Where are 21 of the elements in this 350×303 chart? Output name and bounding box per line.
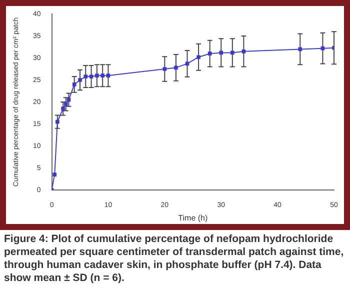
point — [56, 120, 60, 124]
point — [52, 172, 57, 177]
point — [95, 74, 99, 78]
point — [162, 67, 167, 71]
point — [78, 78, 82, 82]
point — [64, 102, 68, 106]
point — [100, 74, 104, 78]
point — [230, 50, 234, 55]
point — [174, 66, 178, 70]
point — [84, 74, 88, 78]
point — [196, 55, 200, 60]
x-axis-title: Time (h) — [178, 213, 208, 222]
point — [106, 74, 110, 78]
caption: Figure 4: Plot of cumulative percentage of nefopam hydrochloride permeated per square centimeter of transdermal patch against time, through human cadaver skin, in phosphate buffer (pH 7.4). Data show mean ± SD (n = 6). — [3, 232, 345, 285]
point — [89, 74, 94, 78]
point — [61, 106, 65, 111]
point — [242, 49, 246, 54]
point — [219, 50, 224, 55]
point — [208, 52, 212, 56]
point — [298, 47, 302, 52]
point — [72, 82, 76, 86]
